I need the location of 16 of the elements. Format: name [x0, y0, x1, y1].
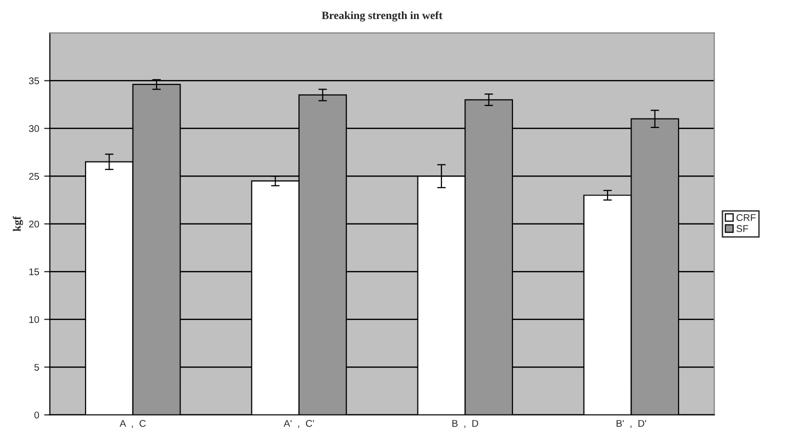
x-tick-label: B' , D' — [616, 420, 646, 428]
x-tick-label: A , C — [120, 420, 146, 428]
y-tick-label: 15 — [29, 268, 40, 276]
legend-label: CRF — [736, 214, 756, 221]
y-tick-label: 30 — [28, 125, 40, 132]
y-tick-label: 0 — [34, 412, 40, 418]
x-tick-label: B , D — [452, 420, 478, 428]
y-axis-title: kgf — [12, 216, 24, 232]
legend-label: SF — [736, 225, 748, 232]
chart-title: Breaking strength in weft — [322, 11, 442, 22]
y-tick-label: 25 — [29, 172, 40, 180]
y-tick-label: 5 — [34, 364, 40, 371]
y-tick-label: 20 — [29, 220, 40, 228]
x-tick-label: A' , C' — [284, 420, 314, 428]
y-tick-label: 10 — [29, 316, 40, 323]
y-tick-label: 35 — [28, 77, 40, 84]
